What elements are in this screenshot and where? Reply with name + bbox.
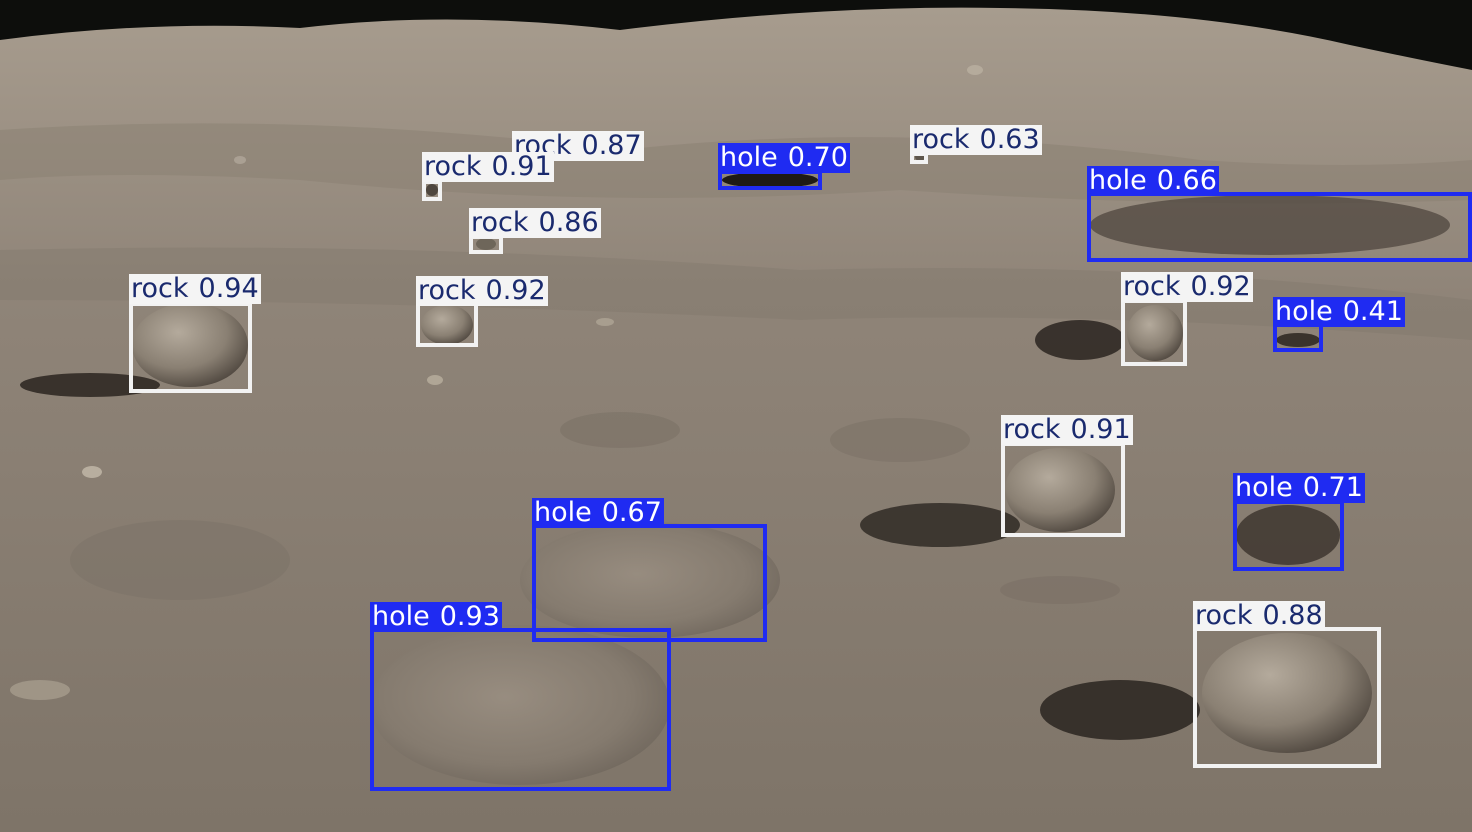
detection-class: rock <box>131 273 189 304</box>
detection-label: hole 0.66 <box>1087 166 1219 196</box>
hole-box-13 <box>532 524 767 642</box>
detection-label: hole 0.41 <box>1273 297 1405 327</box>
detection-score: 0.66 <box>1156 165 1217 196</box>
detection-label: rock 0.86 <box>469 208 601 238</box>
detection-score: 0.86 <box>538 207 599 238</box>
detection-score: 0.71 <box>1302 472 1363 503</box>
detection-score: 0.70 <box>787 142 848 173</box>
detection-label: rock 0.91 <box>422 152 554 182</box>
detection-score: 0.91 <box>491 151 552 182</box>
detection-label: hole 0.71 <box>1233 473 1365 503</box>
detection-class: rock <box>1003 414 1061 445</box>
detection-class: rock <box>424 151 482 182</box>
hole-box-3 <box>718 170 822 190</box>
rock-box-11 <box>1001 442 1125 537</box>
detection-label: rock 0.94 <box>129 274 261 304</box>
detection-label: rock 0.92 <box>416 276 548 306</box>
detection-score: 0.93 <box>439 601 500 632</box>
detection-class: hole <box>1275 296 1333 327</box>
detection-label: rock 0.63 <box>910 125 1042 155</box>
hole-box-12 <box>1233 500 1344 571</box>
detection-label: rock 0.91 <box>1001 415 1133 445</box>
detection-score: 0.63 <box>979 124 1040 155</box>
detection-class: hole <box>1235 472 1293 503</box>
rock-box-8 <box>416 302 478 347</box>
rock-box-9 <box>1121 299 1187 366</box>
detection-score: 0.92 <box>485 275 546 306</box>
hole-box-10 <box>1273 323 1323 352</box>
hole-box-14 <box>370 628 671 791</box>
detection-score: 0.67 <box>601 497 662 528</box>
detection-score: 0.91 <box>1070 414 1131 445</box>
detection-label: rock 0.92 <box>1121 272 1253 302</box>
detection-label: hole 0.67 <box>532 498 664 528</box>
detection-class: hole <box>720 142 778 173</box>
hole-box-5 <box>1087 192 1472 262</box>
detection-label: hole 0.93 <box>370 602 502 632</box>
detection-class: rock <box>1195 600 1253 631</box>
detection-class: rock <box>471 207 529 238</box>
rock-box-7 <box>129 302 252 393</box>
detection-label: hole 0.70 <box>718 143 850 173</box>
detection-class: rock <box>912 124 970 155</box>
detection-score: 0.41 <box>1342 296 1403 327</box>
detection-score: 0.92 <box>1190 271 1251 302</box>
detection-score: 0.88 <box>1262 600 1323 631</box>
rock-box-15 <box>1193 627 1381 768</box>
detection-score: 0.87 <box>581 130 642 161</box>
detection-class: hole <box>1089 165 1147 196</box>
rock-box-2 <box>422 180 442 201</box>
detection-label: rock 0.88 <box>1193 601 1325 631</box>
detection-class: hole <box>372 601 430 632</box>
detection-class: hole <box>534 497 592 528</box>
detection-class: rock <box>1123 271 1181 302</box>
detection-score: 0.94 <box>198 273 259 304</box>
detection-class: rock <box>418 275 476 306</box>
